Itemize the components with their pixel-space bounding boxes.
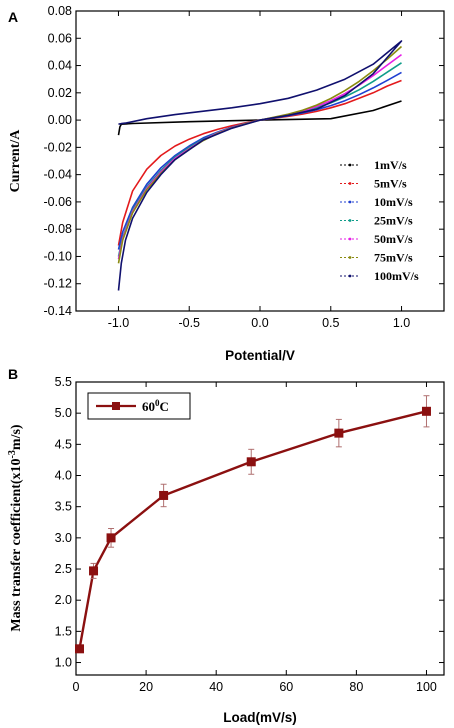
- panel-b-ticks: [75, 381, 444, 675]
- panel-a-y-tick-label: -0.06: [44, 195, 73, 209]
- panel-b-y-tick-label: 4.5: [55, 437, 72, 451]
- panel-b-y-tick-label: 5.0: [55, 406, 72, 420]
- panel-b-legend-end: C: [160, 399, 169, 414]
- panel-b-y-axis-label: Mass transfer coefficient(x10-3m/s): [7, 424, 24, 631]
- panel-a-series-line-25mV-per-s: [117, 62, 402, 257]
- panel-b-y-tick-label: 2.5: [55, 562, 72, 576]
- panel-a-x-tick-label: -0.5: [178, 316, 200, 330]
- panel-b-y-tick-label: 5.5: [55, 375, 72, 389]
- panel-b-legend-marker: [112, 402, 120, 410]
- panel-b-legend-text: 600C: [142, 398, 169, 414]
- panel-b-legend: 600C: [87, 392, 191, 420]
- panel-b: B 5.5 5.0 4.5 4.0 3.5 3.0 2.5 2.0 1.5 1.0 0 20 40 60…: [7, 366, 445, 725]
- panel-b-y-tick-label: 3.0: [55, 531, 72, 545]
- panel-a-series-line-1mV-per-s: [117, 100, 402, 136]
- panel-b-legend-sup: 0: [155, 398, 160, 408]
- panel-b-y-tick-label: 4.0: [55, 469, 72, 483]
- panel-a-y-tick-label: 0.08: [48, 4, 72, 18]
- panel-a-legend-marker: [348, 237, 352, 241]
- panel-b-plot-frame: [75, 381, 445, 676]
- panel-b-legend-name: 60: [142, 399, 155, 414]
- panel-a-legend-label: 50mV/s: [374, 232, 413, 246]
- panel-a-y-tick-label: -0.08: [44, 222, 73, 236]
- panel-a-legend-marker: [348, 256, 352, 259]
- panel-b-data-point: [246, 457, 256, 467]
- panel-a-series-line-100mV-per-s: [117, 40, 403, 291]
- panel-a-ticks: [76, 10, 444, 312]
- panel-a-legend: 1mV/s 5mV/s 10mV/s 25mV/s 50mV/s 75mV/s 100mV/…: [340, 158, 419, 283]
- panel-a-y-axis-label: Current/A: [8, 129, 23, 193]
- panel-a-x-tick-labels: -1.0 -0.5 0.0 0.5 1.0: [108, 316, 411, 330]
- panel-b-label: B: [8, 366, 18, 382]
- panel-b-y-tick-label: 1.5: [55, 624, 72, 638]
- panel-a-y-tick-label: 0.06: [48, 31, 72, 45]
- panel-b-data-point: [421, 406, 431, 416]
- panel-a-legend-label: 100mV/s: [374, 269, 419, 283]
- panel-a-x-tick-label: 1.0: [393, 316, 410, 330]
- panel-b-data-point: [89, 566, 99, 576]
- panel-b-series: [75, 395, 431, 654]
- panel-b-y-label-end: m/s): [9, 424, 24, 450]
- panel-a-legend-label: 25mV/s: [374, 214, 413, 228]
- panel-a-legend-label: 75mV/s: [374, 251, 413, 265]
- panel-b-series-line: [78, 410, 427, 650]
- panel-a-legend-marker: [348, 219, 352, 222]
- panel-b-x-tick-label: 40: [209, 680, 223, 694]
- panel-a-y-tick-labels: 0.08 0.06 0.04 0.02 0.00 -0.02 -0.04 -0.06 -0.08…: [44, 4, 73, 318]
- panel-a-x-tick-label: 0.0: [251, 316, 268, 330]
- panel-b-y-tick-labels: 5.5 5.0 4.5 4.0 3.5 3.0 2.5 2.0 1.5 1.0: [55, 375, 72, 670]
- panel-b-x-tick-label: 20: [139, 680, 153, 694]
- panel-a-curves: [117, 40, 403, 291]
- panel-a-x-axis-label: Potential/V: [225, 348, 295, 363]
- panel-a-y-tick-label: -0.14: [44, 304, 73, 318]
- panel-b-y-label-main: Mass transfer coefficient(x10: [9, 458, 24, 631]
- panel-b-y-tick-label: 1.0: [55, 656, 72, 670]
- panel-b-x-axis-label: Load(mV/s): [223, 710, 297, 725]
- panel-b-x-tick-label: 100: [416, 680, 437, 694]
- panel-a-legend-marker: [348, 274, 352, 278]
- panel-a-y-tick-label: 0.04: [48, 59, 72, 73]
- panel-a-y-tick-label: -0.12: [44, 277, 73, 291]
- panel-a-legend-marker: [348, 163, 352, 167]
- panel-a-label: A: [8, 9, 18, 25]
- panel-b-data-point: [75, 644, 85, 654]
- panel-b-y-tick-label: 3.5: [55, 500, 72, 514]
- panel-a-legend-label: 5mV/s: [374, 177, 407, 191]
- panel-a-y-tick-label: -0.02: [44, 140, 73, 154]
- panel-a-legend-label: 1mV/s: [374, 158, 407, 172]
- panel-a-legend-label: 10mV/s: [374, 195, 413, 209]
- panel-a-y-tick-label: -0.04: [44, 168, 73, 182]
- panel-a-y-tick-label: 0.02: [48, 86, 72, 100]
- panel-a-y-tick-label: 0.00: [48, 113, 72, 127]
- panel-b-data-point: [334, 428, 344, 438]
- panel-b-data-point: [106, 533, 116, 543]
- panel-b-x-tick-labels: 0 20 40 60 80 100: [73, 680, 437, 694]
- panel-a: A 0.08 0.06 0.04 0.02 0.00 -0.02 -0.04 -0.06 -0.…: [8, 4, 445, 363]
- panel-b-x-tick-label: 80: [349, 680, 363, 694]
- panel-b-data-point: [159, 490, 169, 500]
- panel-b-x-tick-label: 60: [279, 680, 293, 694]
- panel-a-y-tick-label: -0.10: [44, 249, 73, 263]
- panel-a-legend-marker: [348, 182, 352, 185]
- panel-b-y-tick-label: 2.0: [55, 593, 72, 607]
- panel-a-series-line-5mV-per-s: [117, 79, 402, 246]
- panel-a-x-tick-label: -1.0: [108, 316, 130, 330]
- panel-b-x-tick-label: 0: [73, 680, 80, 694]
- panel-b-y-label-sup: -3: [7, 450, 18, 458]
- panel-a-x-tick-label: 0.5: [322, 316, 339, 330]
- panel-a-legend-marker: [348, 200, 352, 204]
